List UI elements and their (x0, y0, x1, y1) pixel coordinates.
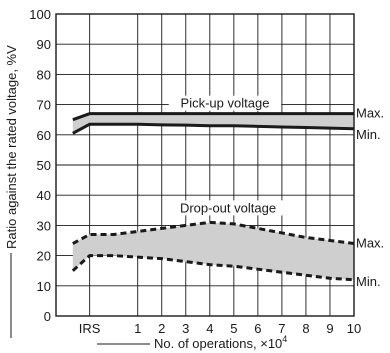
band-min-label: Min. (356, 274, 381, 289)
band-label: Pick-up voltage (181, 96, 270, 111)
annotations: Pick-up voltage Max. Min. Drop-out voltage M… (168, 95, 384, 289)
y-tick-labels: 0 10 20 30 40 50 60 70 80 90 100 (29, 7, 51, 324)
y-tick-label: 30 (37, 218, 51, 233)
band-lower-line-1 (71, 254, 355, 282)
band-fill-0 (72, 113, 355, 134)
x-tick-label: 9 (326, 321, 333, 336)
x-tick-label: 3 (182, 321, 189, 336)
band-label-bg (168, 200, 288, 216)
y-tick-label: 0 (44, 309, 51, 324)
x-tick-label: 1 (134, 321, 141, 336)
band-upper-line-1 (72, 220, 355, 246)
bands (71, 112, 355, 282)
x-axis-label-exponent: 4 (282, 334, 287, 344)
x-tick-label: 8 (302, 321, 309, 336)
y-axis-label: Ratio against the rated voltage, %V (4, 45, 19, 249)
x-tick-label: IRS (79, 321, 101, 336)
x-tick-label: 7 (278, 321, 285, 336)
x-tick-label: 4 (206, 321, 213, 336)
band-label: Drop-out voltage (180, 200, 276, 215)
x-axis-label: No. of operations, ×104 (154, 334, 287, 351)
y-tick-label: 10 (37, 279, 51, 294)
y-tick-label: 60 (37, 128, 51, 143)
band-label-bg (168, 95, 282, 111)
x-tick-label: 6 (254, 321, 261, 336)
band-fill-1 (72, 222, 355, 280)
band-max-label: Max. (356, 236, 384, 251)
band-min-label: Min. (356, 127, 381, 142)
x-axis-label-main: No. of operations, ×10 (154, 336, 282, 351)
y-tick-label: 100 (29, 7, 51, 22)
x-tick-label: 10 (347, 321, 361, 336)
band-lower-line-0 (72, 122, 355, 135)
y-tick-label: 40 (37, 188, 51, 203)
band-upper-line-0 (72, 112, 354, 122)
band-max-label: Max. (356, 106, 384, 121)
x-tick-label: 5 (230, 321, 237, 336)
x-tick-label: 2 (158, 321, 165, 336)
y-tick-label: 70 (37, 98, 51, 113)
x-tick-labels: IRS 1 2 3 4 5 6 7 8 9 10 (79, 321, 361, 336)
y-tick-label: 20 (37, 249, 51, 264)
y-tick-label: 90 (37, 37, 51, 52)
plot-frame (55, 13, 355, 317)
y-tick-label: 80 (37, 67, 51, 82)
y-tick-label: 50 (37, 158, 51, 173)
